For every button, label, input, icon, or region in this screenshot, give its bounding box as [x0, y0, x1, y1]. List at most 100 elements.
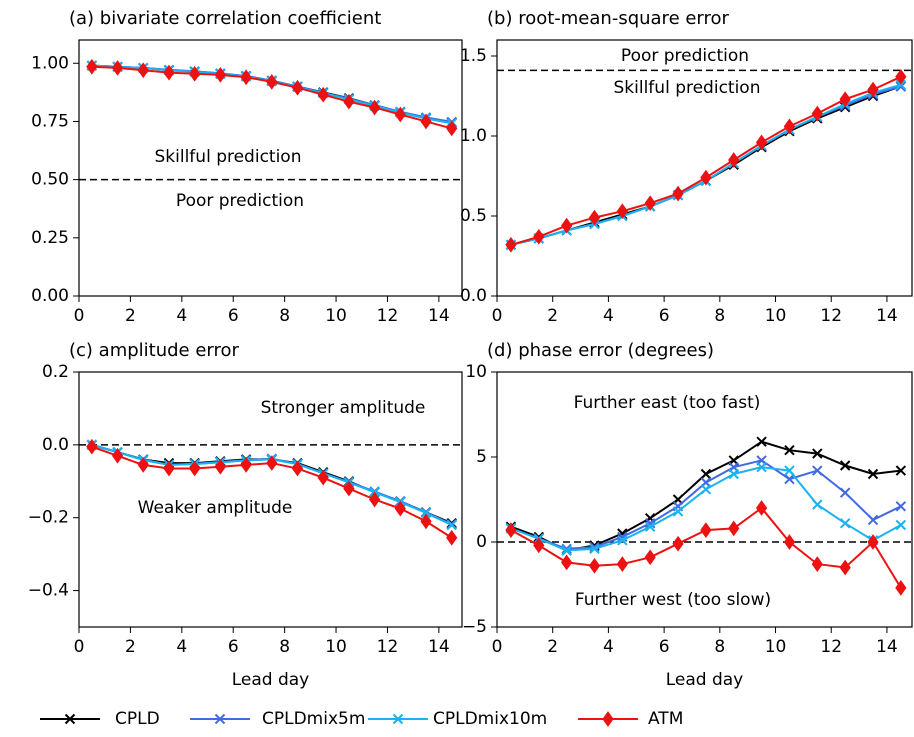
data-point	[839, 460, 851, 471]
data-point	[214, 67, 226, 83]
data-point	[291, 79, 304, 96]
data-point	[700, 522, 712, 538]
data-point	[266, 74, 278, 90]
data-point	[446, 519, 457, 531]
data-point	[163, 64, 175, 81]
y-tick-label: 10	[465, 362, 487, 382]
y-tick-label: 0.5	[460, 206, 487, 226]
series-line	[510, 466, 902, 552]
x-tick-label: 4	[603, 637, 614, 657]
data-point	[588, 557, 601, 574]
y-tick-label: −5	[462, 617, 487, 637]
annotation: Poor prediction	[621, 46, 749, 66]
data-point	[867, 514, 879, 526]
annotation: Skillful prediction	[155, 147, 302, 167]
x-tick-label: 8	[279, 306, 290, 326]
data-point	[672, 185, 684, 202]
y-tick-label: 0	[476, 532, 487, 552]
x-tick-label: 6	[228, 637, 239, 657]
data-point	[812, 465, 823, 476]
axes-frame	[78, 39, 463, 297]
x-tick-label: 2	[125, 306, 136, 326]
x-tick-label: 10	[325, 637, 347, 657]
x-tick-label: 14	[428, 637, 450, 657]
data-point	[291, 460, 304, 477]
data-point	[589, 543, 600, 555]
legend-marker	[64, 713, 76, 725]
y-tick-label: 0.75	[31, 111, 69, 131]
x-tick-label: 2	[547, 306, 558, 326]
data-point	[616, 556, 628, 572]
x-tick-label: 0	[74, 306, 85, 326]
axes-frame	[78, 371, 463, 628]
data-point	[867, 468, 879, 480]
data-point	[784, 473, 795, 485]
data-point	[783, 118, 796, 135]
data-point	[561, 217, 573, 234]
y-tick-label: 1.00	[31, 53, 69, 73]
data-point	[728, 468, 739, 480]
y-tick-label: 0.2	[42, 362, 69, 382]
data-point	[728, 520, 740, 537]
data-point	[420, 113, 432, 130]
y-tick-label: 1.5	[460, 46, 487, 66]
data-point	[812, 499, 823, 510]
data-point	[756, 436, 767, 447]
x-tick-label: 12	[377, 637, 399, 657]
data-point	[589, 541, 600, 553]
y-tick-label: 0.0	[42, 435, 69, 455]
data-point	[343, 93, 355, 110]
data-point	[895, 81, 907, 92]
data-point	[756, 461, 767, 473]
data-point	[505, 236, 517, 253]
annotation: Skillful prediction	[614, 78, 761, 98]
x-tick-label: 6	[659, 637, 670, 657]
x-axis-label: Lead day	[666, 670, 744, 690]
x-axis-label: Lead day	[232, 670, 310, 690]
data-point	[111, 60, 124, 76]
data-point	[811, 556, 823, 572]
data-point	[561, 543, 572, 555]
data-point	[812, 448, 823, 459]
x-tick-label: 0	[492, 306, 503, 326]
x-tick-label: 14	[428, 306, 450, 326]
data-point	[189, 460, 201, 477]
legend-label: CPLDmix5m	[262, 709, 365, 729]
data-point	[505, 522, 517, 538]
x-tick-label: 12	[377, 306, 399, 326]
x-tick-label: 12	[820, 306, 842, 326]
data-point	[137, 457, 149, 473]
data-point	[317, 469, 329, 486]
data-point	[214, 458, 226, 475]
data-point	[644, 549, 656, 566]
data-point	[895, 580, 907, 596]
data-point	[86, 438, 98, 455]
x-tick-label: 10	[765, 637, 787, 657]
chart-title: (d) phase error (degrees)	[487, 340, 714, 361]
x-tick-label: 0	[74, 637, 85, 657]
y-tick-label: −0.2	[28, 508, 69, 528]
data-point	[394, 106, 406, 123]
data-point	[394, 500, 406, 517]
x-tick-label: 10	[765, 306, 787, 326]
data-point	[616, 203, 628, 220]
data-point	[895, 501, 907, 512]
data-point	[728, 152, 740, 168]
data-point	[895, 68, 907, 85]
y-tick-label: 0.0	[460, 286, 487, 306]
x-tick-label: 8	[714, 637, 725, 657]
data-point	[755, 134, 768, 151]
x-tick-label: 4	[176, 306, 187, 326]
data-point	[700, 468, 712, 480]
data-point	[561, 554, 573, 571]
data-point	[368, 99, 381, 116]
data-point	[644, 521, 656, 532]
data-point	[533, 537, 545, 554]
y-tick-label: 0.00	[31, 286, 69, 306]
data-point	[533, 228, 545, 245]
x-tick-label: 0	[492, 637, 503, 657]
data-point	[266, 455, 278, 471]
x-tick-label: 4	[603, 306, 614, 326]
data-point	[867, 534, 879, 550]
